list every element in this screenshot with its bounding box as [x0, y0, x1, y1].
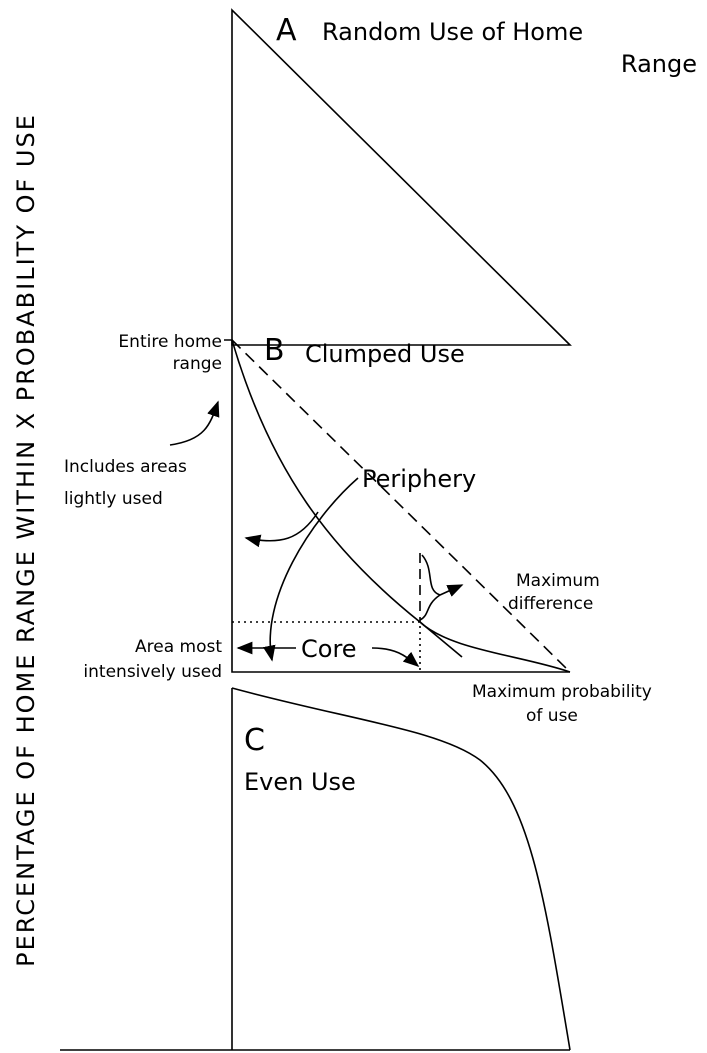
label: intensively used	[83, 662, 222, 682]
y-axis-label: PERCENTAGE OF HOME RANGE WITHIN X PROBAB…	[12, 113, 40, 967]
label: difference	[508, 594, 593, 614]
label: Entire home	[118, 332, 222, 352]
label: range	[173, 354, 222, 374]
arrow	[262, 477, 359, 662]
clumped-curve	[231, 339, 463, 658]
panel-a: A Random Use of Home Range	[231, 8, 697, 346]
letter: C	[244, 723, 265, 758]
label: Core	[301, 635, 357, 663]
label: Maximum	[516, 571, 600, 591]
triangle	[231, 8, 572, 346]
label: of use	[526, 706, 578, 726]
letter: A	[276, 13, 297, 48]
panel-b: B Clumped Use Entire home range Includes…	[64, 332, 652, 726]
title: Even Use	[244, 768, 356, 796]
letter: B	[264, 333, 285, 368]
title: Range	[621, 50, 697, 78]
label: Includes areas	[64, 457, 187, 477]
arrow	[439, 584, 464, 597]
panel-c: C Even Use	[60, 687, 571, 1051]
label: Area most	[135, 637, 222, 657]
title: Clumped Use	[305, 340, 465, 368]
label: Maximum probability	[472, 682, 652, 702]
label: Periphery	[362, 465, 476, 493]
arrow	[244, 511, 319, 548]
arrow	[169, 400, 220, 446]
title: Random Use of Home	[322, 18, 583, 46]
label: lightly used	[64, 489, 163, 509]
even-curve	[231, 687, 571, 1051]
arrow	[371, 647, 420, 668]
axes	[60, 688, 570, 1051]
tail-curve	[419, 621, 571, 673]
axes	[224, 339, 570, 673]
random-line	[231, 339, 571, 673]
brace	[419, 554, 442, 621]
